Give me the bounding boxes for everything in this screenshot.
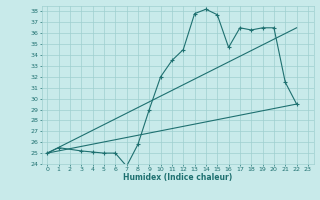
X-axis label: Humidex (Indice chaleur): Humidex (Indice chaleur) <box>123 173 232 182</box>
